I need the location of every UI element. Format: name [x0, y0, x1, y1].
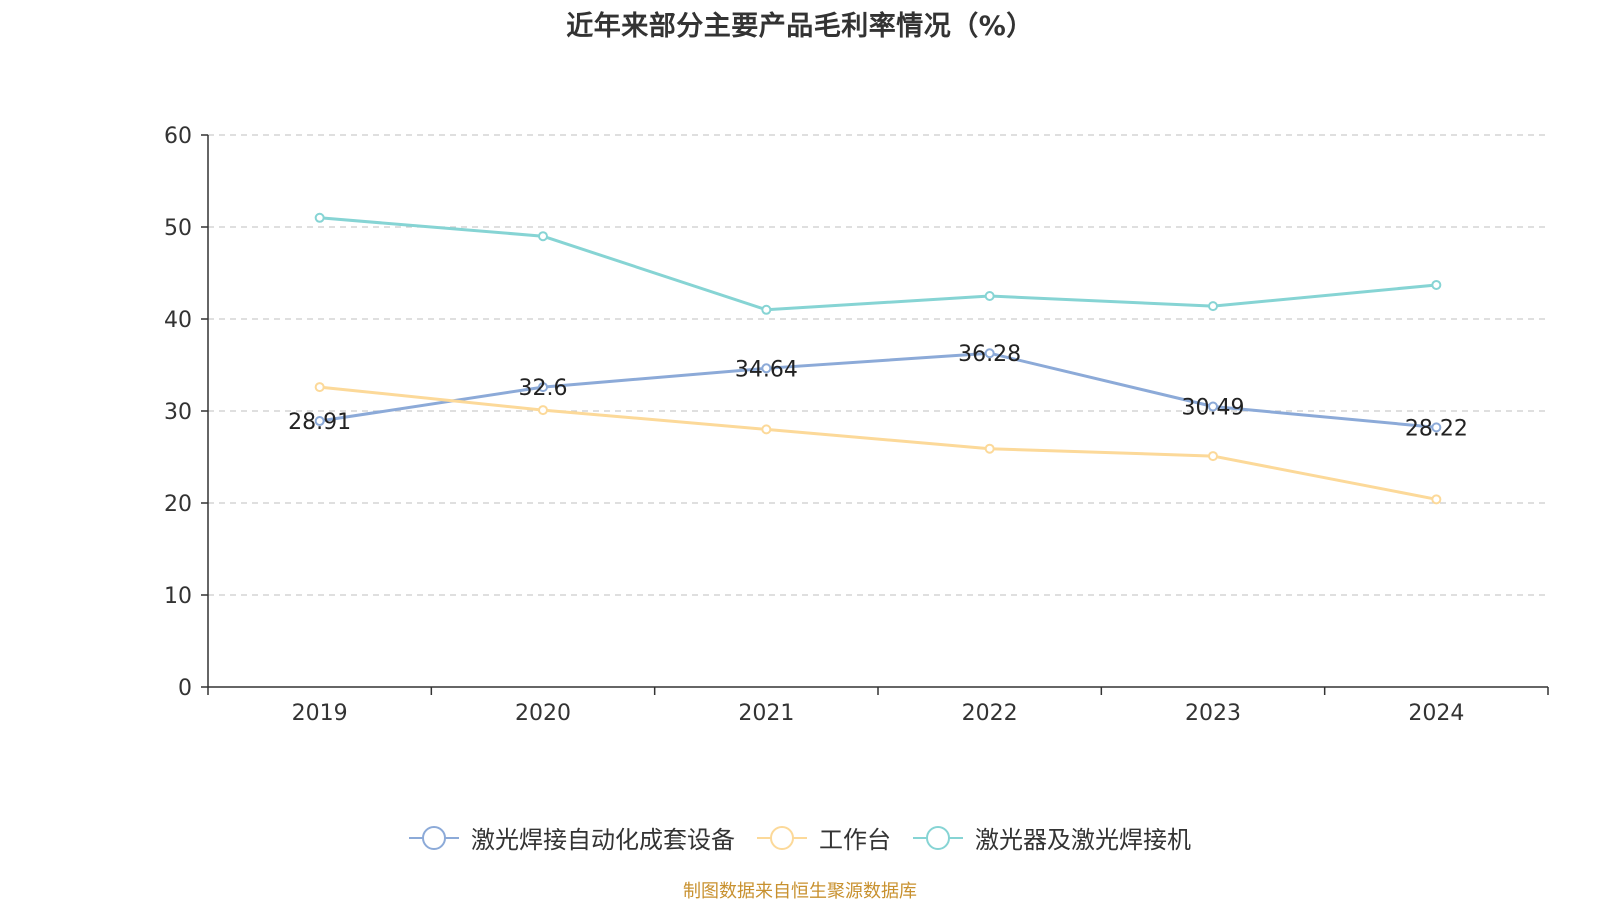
data-point [984, 291, 995, 301]
data-point [538, 231, 548, 242]
data-source-note: 制图数据来自恒生聚源数据库 [683, 881, 917, 902]
legend-label: 激光器及激光焊接机 [975, 826, 1191, 854]
data-label: 28.91 [288, 410, 351, 435]
x-tick-label: 2022 [962, 701, 1018, 726]
legend-item-series-0[interactable]: 激光焊接自动化成套设备 [409, 820, 735, 855]
data-point [1431, 494, 1442, 505]
data-point [761, 363, 772, 374]
data-label: 30.49 [1182, 395, 1245, 420]
series-line [319, 385, 1437, 501]
x-tick-label: 2024 [1408, 701, 1464, 726]
data-point [314, 416, 325, 427]
data-point [538, 405, 548, 416]
legend-label: 工作台 [819, 826, 891, 854]
data-point [1208, 401, 1218, 412]
series-1 [314, 382, 1442, 505]
y-tick-label: 30 [164, 400, 192, 425]
x-tick-label: 2021 [738, 701, 794, 726]
data-labels: 28.91 32.6 34.64 36.28 30.49 28.22 [288, 342, 1468, 441]
y-tick-label: 0 [178, 676, 192, 701]
data-point [314, 212, 325, 223]
data-point [761, 424, 772, 435]
data-label: 32.6 [519, 376, 568, 401]
x-tick-label: 2020 [515, 701, 571, 726]
y-tick-label: 40 [164, 308, 192, 333]
y-tick-label: 20 [164, 492, 192, 517]
chart-title: 近年来部分主要产品毛利率情况（%） [566, 11, 1034, 42]
data-point [984, 443, 995, 454]
series-0 [314, 348, 1442, 433]
series-lines [314, 212, 1442, 505]
data-label: 28.22 [1405, 416, 1468, 441]
legend-label: 激光焊接自动化成套设备 [471, 826, 735, 854]
legend-item-series-1[interactable]: 工作台 [757, 820, 891, 855]
data-point [1208, 301, 1218, 312]
data-point [1431, 279, 1442, 290]
x-tick-label: 2019 [292, 701, 348, 726]
series-2 [314, 212, 1442, 315]
data-point [1431, 422, 1442, 433]
grid-lines [208, 134, 1548, 596]
data-label: 34.64 [735, 357, 798, 382]
legend-marker-icon [409, 825, 459, 850]
y-tick-label: 50 [164, 216, 192, 241]
series-line [319, 351, 1437, 429]
legend-marker-icon [913, 825, 963, 850]
legend: 激光焊接自动化成套设备 工作台 激光器及激光焊接机 [0, 820, 1600, 855]
data-point [761, 304, 772, 315]
data-point [984, 348, 995, 359]
data-point [314, 382, 325, 393]
y-tick-label: 10 [164, 584, 192, 609]
data-point [1208, 451, 1218, 462]
data-label: 36.28 [958, 342, 1021, 367]
x-tick-label: 2023 [1185, 701, 1241, 726]
axes: 0 10 20 30 40 50 60 2019 2020 2021 2022 2023 2024 [164, 124, 1549, 726]
legend-marker-icon [757, 825, 807, 850]
data-point [538, 382, 548, 393]
y-tick-label: 60 [164, 124, 192, 149]
series-line [319, 216, 1437, 312]
legend-item-series-2[interactable]: 激光器及激光焊接机 [913, 820, 1191, 855]
